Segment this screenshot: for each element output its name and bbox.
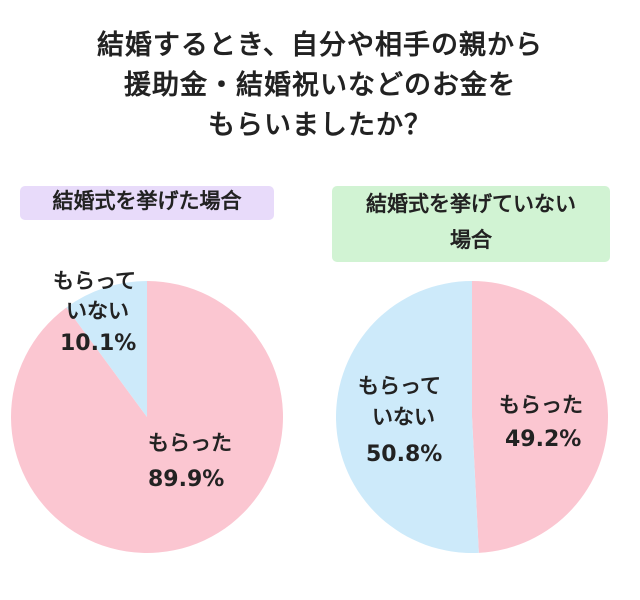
pie-left-label-not-received-1: もらって [53, 269, 136, 293]
pie-right-value-received: 49.2% [505, 427, 581, 452]
pie-right-slice-not-received [336, 281, 479, 553]
pie-left-value-not-received: 10.1% [60, 331, 136, 356]
title-line-1: 結婚するとき、自分や相手の親から [96, 30, 544, 61]
pie-left-label-not-received-2: いない [66, 299, 129, 323]
pie-left-label-received: もらった [148, 431, 232, 455]
pie-right-label-not-received-1: もらって [358, 374, 441, 398]
pie-left-slice-not-received [66, 281, 147, 417]
pie-right-label-received: もらった [499, 393, 583, 417]
pie-left: もらった 89.9% もらって いない 10.1% [11, 269, 284, 553]
title-line-2: 援助金・結婚祝いなどのお金を [124, 70, 516, 101]
pie-right-slice-received [472, 281, 609, 553]
pie-right: もらった 49.2% もらって いない 50.8% [336, 281, 609, 553]
pie-right-value-not-received: 50.8% [366, 442, 442, 467]
title-line-3: もらいましたか？ [208, 110, 432, 141]
pie-right-label-not-received-2: いない [372, 405, 435, 429]
pie-left-title: 結婚式を挙げた場合 [20, 186, 274, 220]
pie-left-value-received: 89.9% [148, 467, 224, 492]
pie-right-title-line-2: 場合 [450, 228, 492, 252]
chart-title: 結婚するとき、自分や相手の親から 援助金・結婚祝いなどのお金を もらいましたか？ [0, 26, 640, 146]
pie-right-title-line-1: 結婚式を挙げていない [366, 192, 576, 216]
pie-right-title: 結婚式を挙げていない 場合 [332, 186, 610, 262]
pie-left-slice-received [11, 281, 284, 553]
